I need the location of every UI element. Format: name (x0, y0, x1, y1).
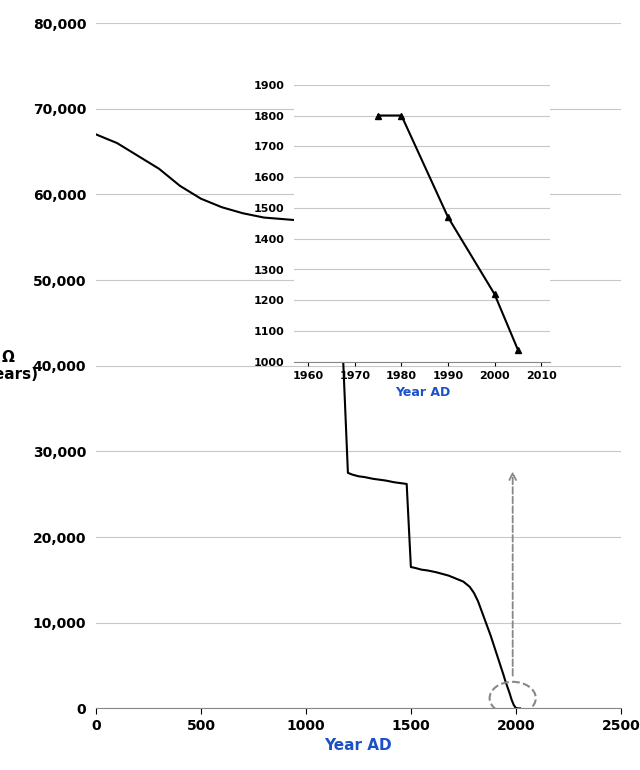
X-axis label: Year AD: Year AD (395, 387, 450, 400)
X-axis label: Year AD: Year AD (324, 738, 392, 753)
Y-axis label: Ω
(years): Ω (years) (0, 350, 38, 382)
